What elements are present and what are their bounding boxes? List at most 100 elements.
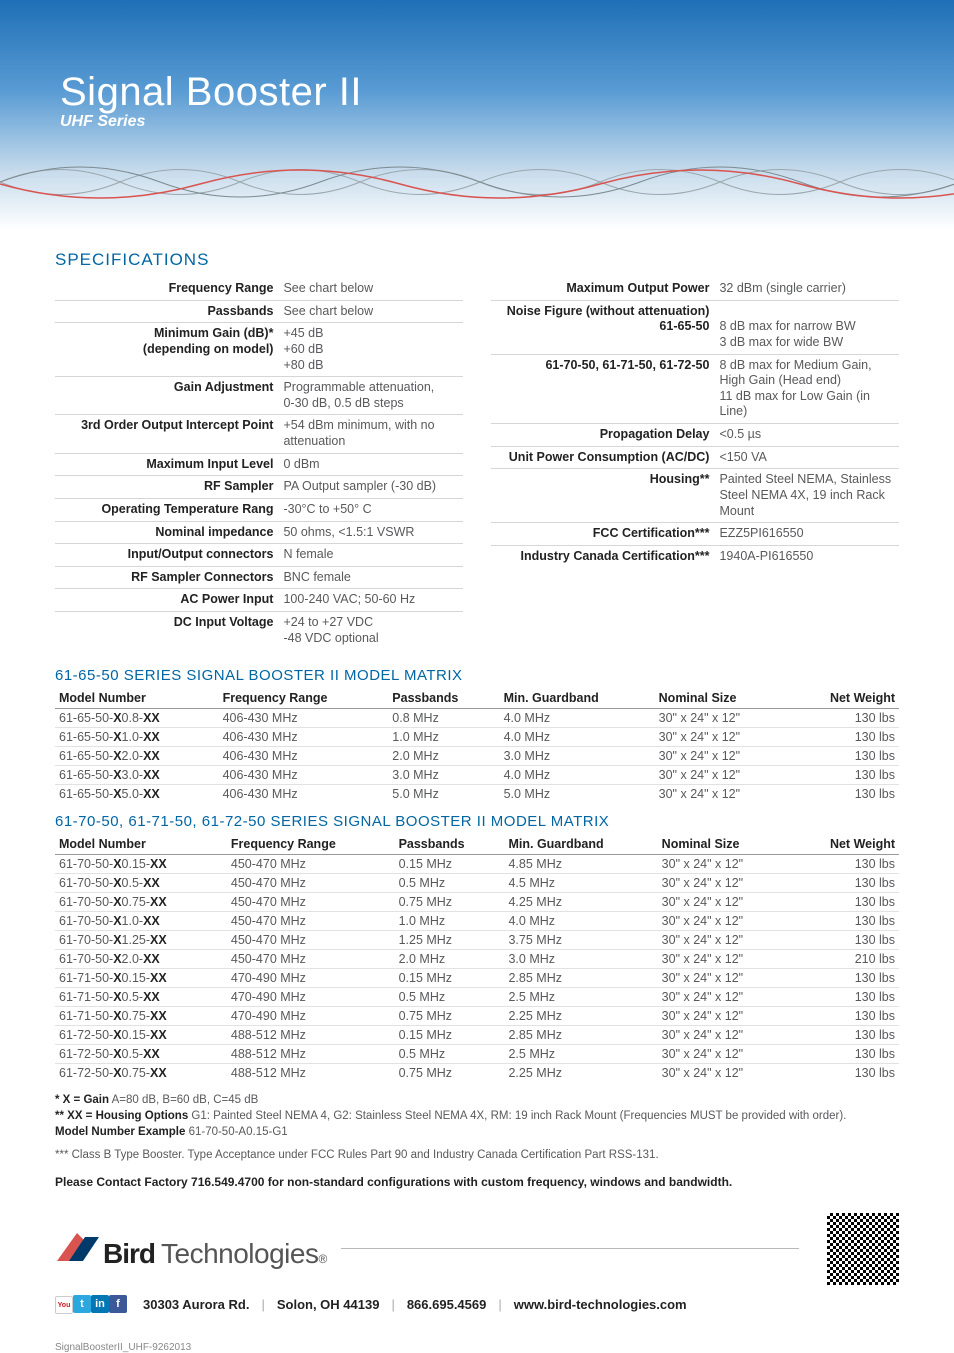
table-cell: 0.5 MHz [395,988,505,1007]
contact-factory-line: Please Contact Factory 716.549.4700 for … [55,1175,899,1189]
table-cell: 406-430 MHz [219,747,389,766]
page-subtitle: UHF Series [60,113,954,131]
facebook-icon[interactable]: f [109,1295,127,1313]
footer-url[interactable]: www.bird-technologies.com [514,1297,687,1312]
table-cell: 470-490 MHz [227,969,395,988]
table-cell: 470-490 MHz [227,1007,395,1026]
table-cell: 5.0 MHz [388,785,499,804]
wave-decoration [0,152,954,212]
table-row: 61-72-50-X0.5-XX488-512 MHz0.5 MHz2.5 MH… [55,1045,899,1064]
spec-value: +24 to +27 VDC -48 VDC optional [283,615,463,646]
footnote-model-example: Model Number Example 61-70-50-A0.15-G1 [55,1124,899,1140]
table-cell: 30" x 24" x 12" [658,1007,791,1026]
sep-3: | [498,1297,501,1312]
table-cell: 3.0 MHz [500,747,655,766]
spec-value: EZZ5PI616550 [719,526,899,542]
sep-2: | [391,1297,394,1312]
table-cell: 406-430 MHz [219,785,389,804]
table-row: 61-70-50-X1.25-XX450-470 MHz1.25 MHz3.75… [55,931,899,950]
table-row: 61-70-50-X1.0-XX450-470 MHz1.0 MHz4.0 MH… [55,912,899,931]
table-header: Net Weight [790,834,899,855]
table-header: Nominal Size [658,834,791,855]
page-title: Signal Booster II [60,70,954,115]
model-number-cell: 61-71-50-X0.5-XX [55,988,227,1007]
table-cell: 0.15 MHz [395,855,505,874]
model-number-cell: 61-65-50-X2.0-XX [55,747,219,766]
spec-row: Gain AdjustmentProgrammable attenuation,… [55,376,463,414]
table-row: 61-71-50-X0.15-XX470-490 MHz0.15 MHz2.85… [55,969,899,988]
table-cell: 450-470 MHz [227,855,395,874]
bird-mark-icon [55,1227,101,1263]
table-row: 61-70-50-X0.15-XX450-470 MHz0.15 MHz4.85… [55,855,899,874]
table-cell: 2.85 MHz [504,969,657,988]
table-cell: 2.25 MHz [504,1064,657,1083]
spec-row: Maximum Output Power32 dBm (single carri… [491,278,899,300]
spec-value: Painted Steel NEMA, Stainless Steel NEMA… [719,472,899,519]
model-number-cell: 61-72-50-X0.75-XX [55,1064,227,1083]
linkedin-icon[interactable]: in [91,1295,109,1313]
youtube-icon[interactable]: You [55,1296,73,1314]
qr-code-icon [827,1213,899,1285]
table-cell: 30" x 24" x 12" [655,766,789,785]
table-cell: 2.5 MHz [504,1045,657,1064]
table-cell: 2.5 MHz [504,988,657,1007]
spec-value: N female [283,547,463,563]
table-header: Nominal Size [655,688,789,709]
footnote-example-text: 61-70-50-A0.15-G1 [185,1126,287,1138]
spec-label: DC Input Voltage [55,615,283,646]
social-icons: Youtinf [55,1295,127,1315]
table-header: Model Number [55,834,227,855]
table-cell: 470-490 MHz [227,988,395,1007]
table-cell: 488-512 MHz [227,1064,395,1083]
twitter-icon[interactable]: t [73,1295,91,1313]
table-cell: 0.8 MHz [388,709,499,728]
table-row: 61-65-50-X3.0-XX406-430 MHz3.0 MHz4.0 MH… [55,766,899,785]
spec-row: 3rd Order Output Intercept Point+54 dBm … [55,414,463,452]
table-cell: 2.85 MHz [504,1026,657,1045]
spec-label: FCC Certification*** [491,526,719,542]
table-cell: 450-470 MHz [227,893,395,912]
model-number-cell: 61-70-50-X1.25-XX [55,931,227,950]
spec-label: Operating Temperature Rang [55,502,283,518]
spec-row: DC Input Voltage+24 to +27 VDC -48 VDC o… [55,611,463,649]
table-cell: 1.0 MHz [388,728,499,747]
brand-row: Bird Technologies ® [55,1213,899,1285]
table-cell: 4.25 MHz [504,893,657,912]
table-cell: 406-430 MHz [219,709,389,728]
registered-mark: ® [318,1252,327,1266]
table-cell: 30" x 24" x 12" [658,855,791,874]
spec-row: 61-70-50, 61-71-50, 61-72-508 dB max for… [491,354,899,424]
table-row: 61-65-50-X0.8-XX406-430 MHz0.8 MHz4.0 MH… [55,709,899,728]
footnote-housing-text: G1: Painted Steel NEMA 4, G2: Stainless … [188,1110,846,1122]
matrix2-table: Model NumberFrequency RangePassbandsMin.… [55,834,899,1082]
table-cell: 130 lbs [790,1026,899,1045]
table-cell: 5.0 MHz [500,785,655,804]
table-cell: 130 lbs [790,1007,899,1026]
table-cell: 30" x 24" x 12" [655,785,789,804]
footnote-gain-text: A=80 dB, B=60 dB, C=45 dB [109,1094,258,1106]
table-cell: 2.25 MHz [504,1007,657,1026]
table-cell: 30" x 24" x 12" [658,1045,791,1064]
model-number-cell: 61-70-50-X0.5-XX [55,874,227,893]
table-cell: 0.15 MHz [395,969,505,988]
table-cell: 450-470 MHz [227,874,395,893]
sep-1: | [261,1297,264,1312]
footnote-example-label: Model Number Example [55,1126,185,1138]
table-cell: 30" x 24" x 12" [658,969,791,988]
hero-banner: Signal Booster II UHF Series [0,0,954,230]
table-cell: 130 lbs [790,912,899,931]
table-cell: 130 lbs [790,874,899,893]
brand-name-bold: Bird [103,1238,155,1270]
table-cell: 2.0 MHz [388,747,499,766]
spec-value: 50 ohms, <1.5:1 VSWR [283,525,463,541]
spec-row: Housing**Painted Steel NEMA, Stainless S… [491,468,899,522]
spec-row: Unit Power Consumption (AC/DC)<150 VA [491,446,899,469]
spec-row: Minimum Gain (dB)* (depending on model)+… [55,322,463,376]
table-cell: 488-512 MHz [227,1026,395,1045]
table-cell: 0.5 MHz [395,874,505,893]
table-cell: 30" x 24" x 12" [658,874,791,893]
spec-value: +54 dBm minimum, with no attenuation [283,418,463,449]
table-cell: 30" x 24" x 12" [658,893,791,912]
model-number-cell: 61-70-50-X1.0-XX [55,912,227,931]
model-number-cell: 61-71-50-X0.15-XX [55,969,227,988]
